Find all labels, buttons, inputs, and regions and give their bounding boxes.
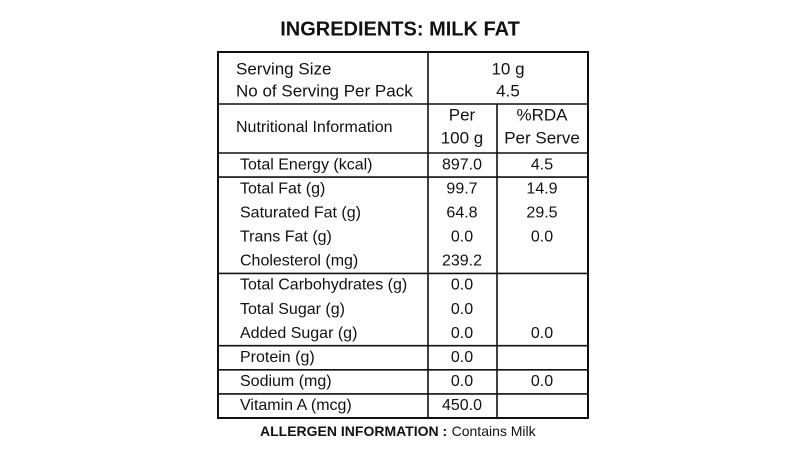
header-per: Per — [449, 105, 476, 124]
rda: 29.5 — [526, 204, 557, 221]
per-100g: 239.2 — [442, 253, 482, 270]
per-100g: 0.0 — [451, 301, 473, 318]
per-100g: 99.7 — [446, 180, 477, 197]
rda: 14.9 — [526, 180, 557, 197]
per-100g: 897.0 — [442, 156, 482, 173]
per-100g: 64.8 — [446, 204, 477, 221]
nutrient-label: Total Sugar (g) — [240, 301, 345, 318]
header-rda: Per Serve — [504, 128, 580, 147]
nutrient-label: Sodium (mg) — [240, 373, 332, 390]
nutrient-label: Total Carbohydrates (g) — [240, 277, 407, 294]
allergen-label: ALLERGEN INFORMATION : — [260, 423, 447, 439]
nutrient-label: Total Energy (kcal) — [240, 156, 373, 173]
nutrient-label: Protein (g) — [240, 349, 315, 366]
table-border — [217, 51, 589, 419]
serving-value: 4.5 — [496, 81, 520, 100]
per-100g: 0.0 — [451, 349, 473, 366]
rda: 0.0 — [531, 325, 553, 342]
rda: 0.0 — [531, 229, 553, 246]
per-100g: 0.0 — [451, 277, 473, 294]
serving-value: 10 g — [491, 59, 524, 78]
per-100g: 450.0 — [442, 397, 482, 414]
allergen-text: Contains Milk — [452, 423, 537, 439]
allergen: ALLERGEN INFORMATION : Contains Milk — [260, 423, 537, 441]
rda: 4.5 — [531, 156, 553, 173]
nutrient-label: Added Sugar (g) — [240, 325, 357, 342]
nutrient-label: Cholesterol (mg) — [240, 253, 358, 270]
nutrient-label: Saturated Fat (g) — [240, 204, 361, 221]
per-100g: 0.0 — [451, 325, 473, 342]
header-per: 100 g — [441, 128, 484, 147]
title: INGREDIENTS: MILK FAT — [280, 18, 520, 40]
serving-label: No of Serving Per Pack — [236, 81, 413, 100]
nutrient-label: Total Fat (g) — [240, 180, 325, 197]
nutrient-label: Trans Fat (g) — [240, 229, 332, 246]
per-100g: 0.0 — [451, 373, 473, 390]
header-rda: %RDA — [516, 105, 568, 124]
serving-label: Serving Size — [236, 59, 331, 78]
header-label: Nutritional Information — [236, 119, 393, 136]
rda: 0.0 — [531, 373, 553, 390]
nutrient-label: Vitamin A (mcg) — [240, 397, 352, 414]
per-100g: 0.0 — [451, 229, 473, 246]
